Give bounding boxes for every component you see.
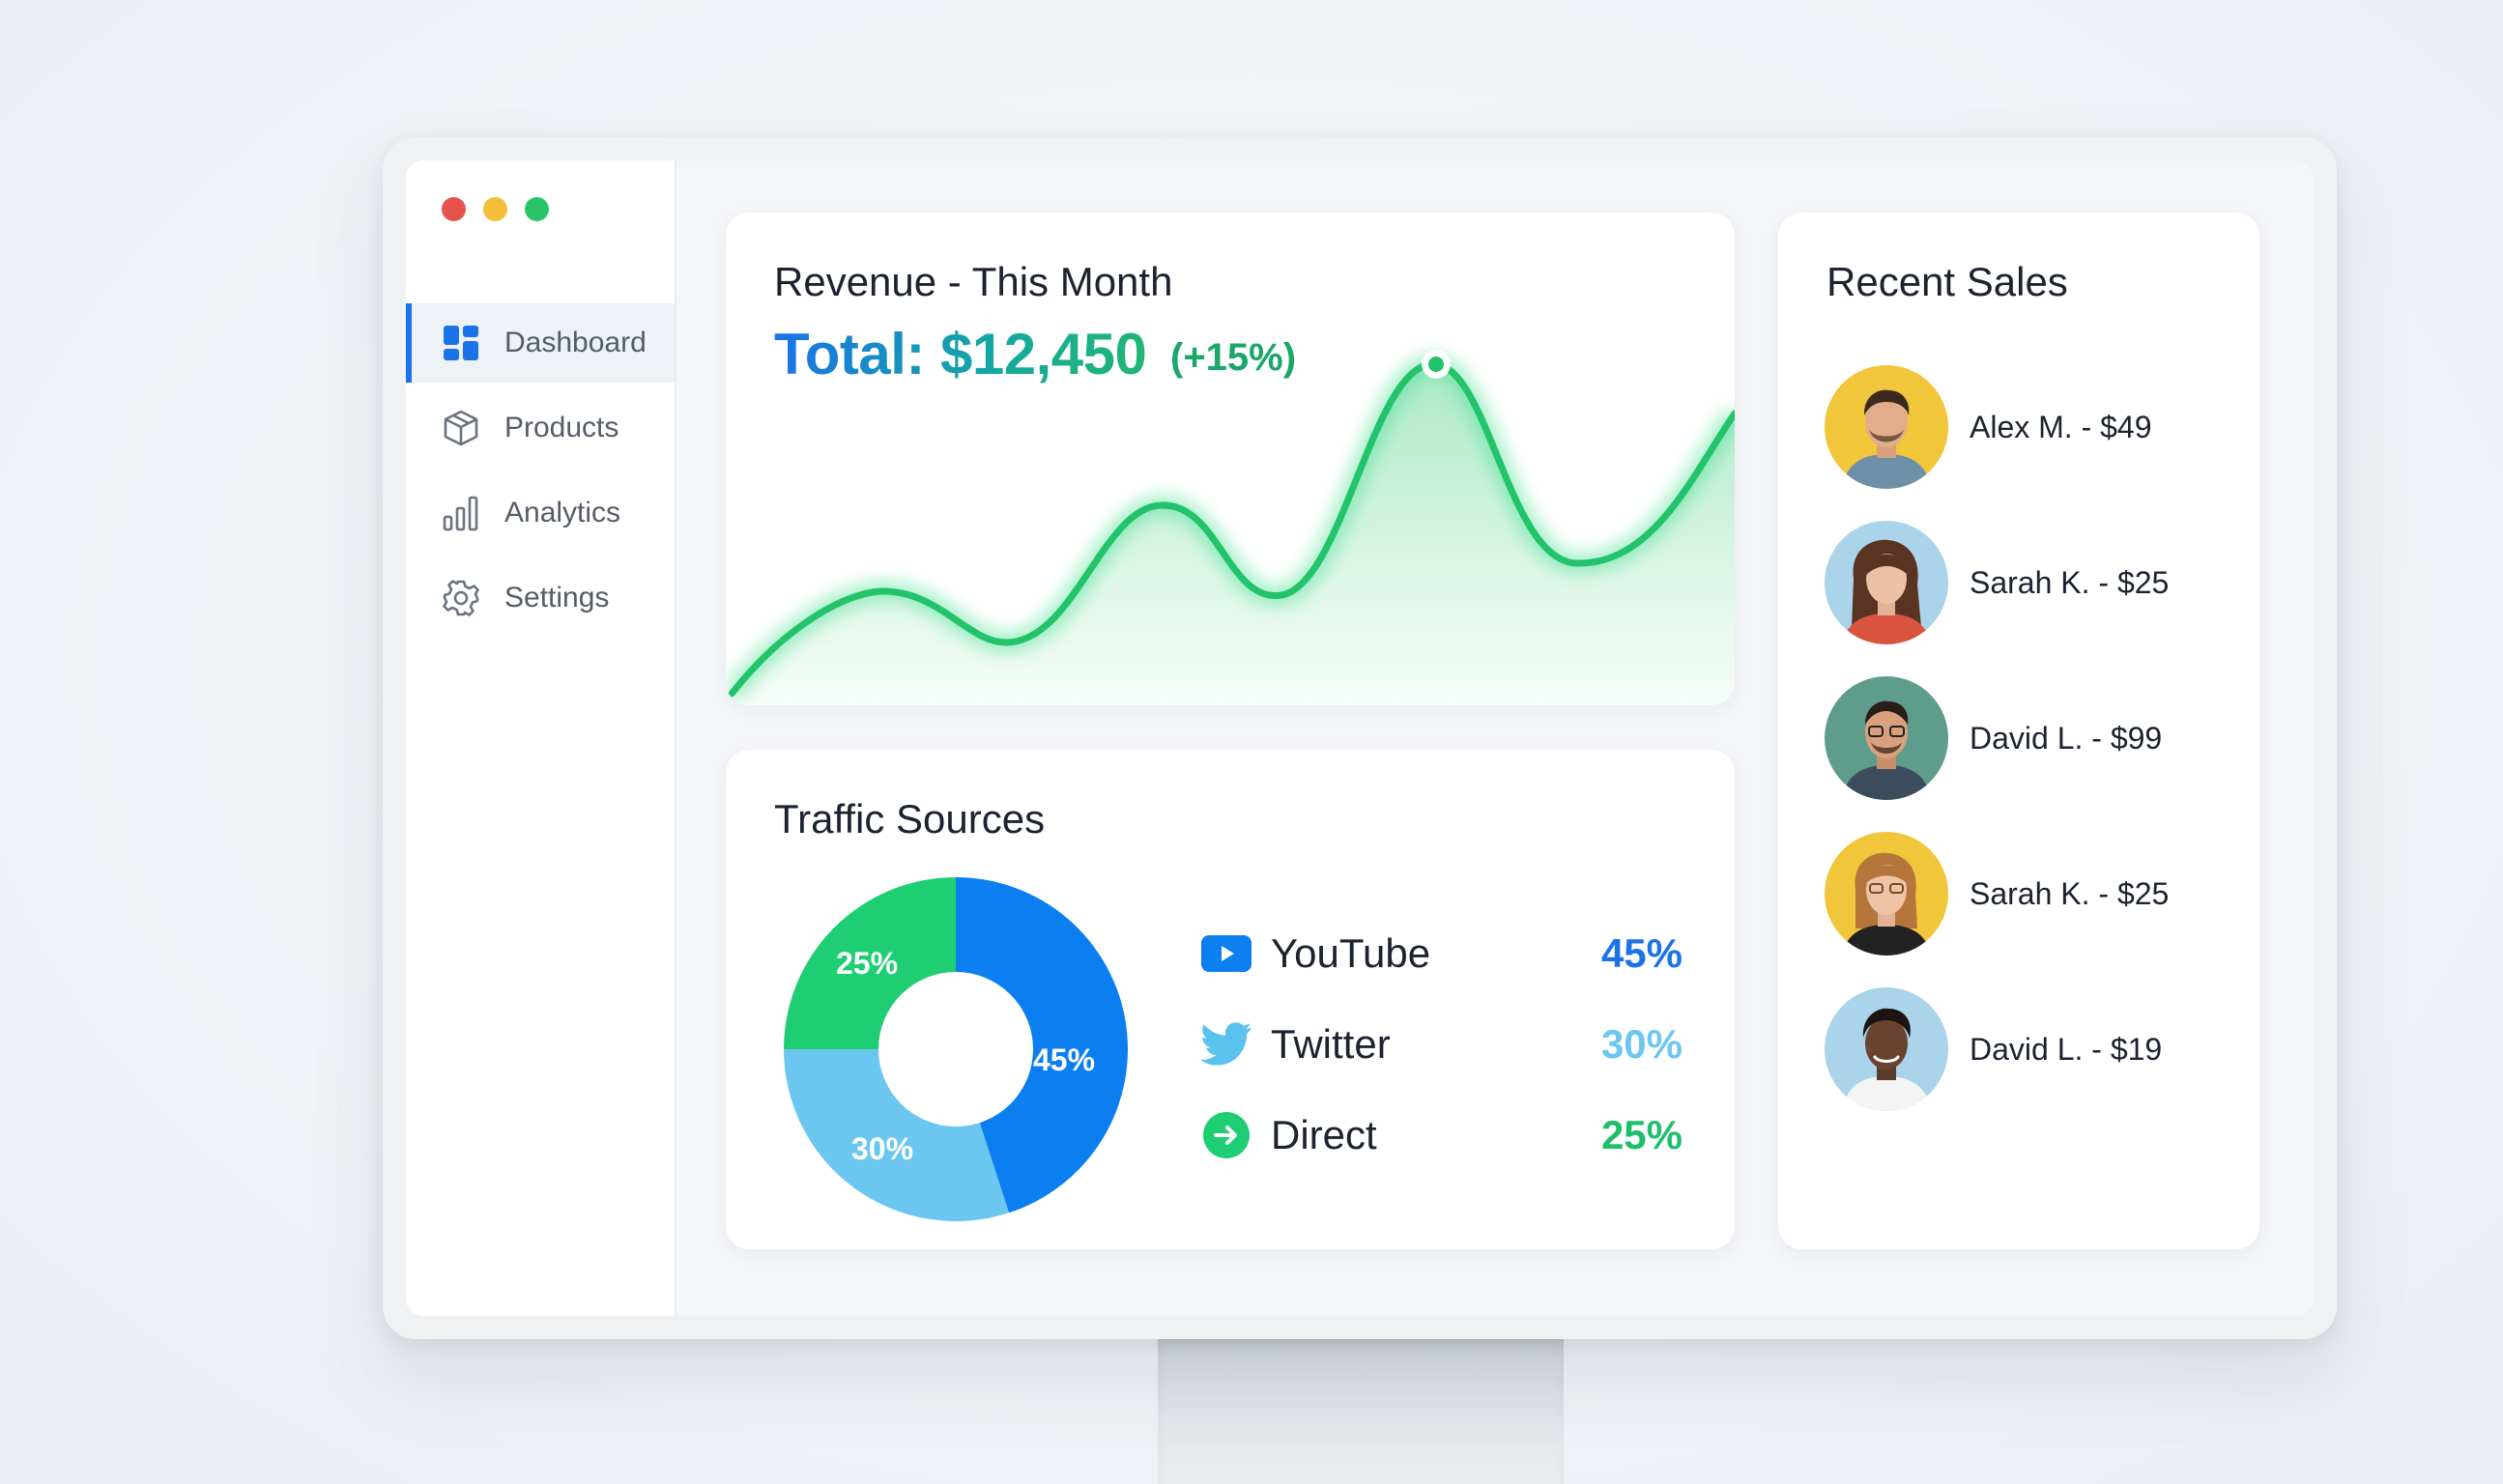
- sale-text: Alex M. - $49: [1970, 409, 2152, 444]
- legend-name: Twitter: [1271, 1021, 1391, 1067]
- legend-row-direct[interactable]: Direct 25%: [1199, 1090, 1683, 1181]
- maximize-window-button[interactable]: [525, 197, 549, 221]
- avatar: [1825, 987, 1948, 1111]
- gear-icon: [441, 578, 481, 618]
- traffic-title: Traffic Sources: [774, 796, 1046, 842]
- revenue-title: Revenue - This Month: [774, 259, 1173, 304]
- app-window: Dashboard Products: [406, 160, 2314, 1316]
- traffic-donut-chart: 45% 30% 25%: [784, 877, 1128, 1221]
- sale-text: David L. - $99: [1970, 720, 2163, 756]
- revenue-total: Total: $12,450: [774, 322, 1147, 386]
- donut-label-twitter: 30%: [851, 1131, 913, 1166]
- legend-value: 25%: [1600, 1112, 1683, 1157]
- revenue-peak-point: [1424, 353, 1448, 376]
- donut-label-direct: 25%: [836, 946, 898, 981]
- legend-value: 30%: [1600, 1021, 1683, 1067]
- avatar: [1825, 365, 1948, 489]
- direct-arrow-icon: [1199, 1108, 1253, 1162]
- traffic-sources-card: Traffic Sources 45% 30% 25%: [726, 750, 1735, 1249]
- donut-slice-youtube[interactable]: [956, 877, 1128, 1213]
- main-content: Revenue - This Month Total: $12,450 (+15…: [675, 160, 2314, 1316]
- sidebar-item-settings[interactable]: Settings: [406, 558, 675, 638]
- revenue-card: Revenue - This Month Total: $12,450 (+15…: [726, 213, 1735, 705]
- sidebar-item-label: Dashboard: [504, 327, 647, 358]
- monitor-frame: Dashboard Products: [383, 137, 2337, 1339]
- list-item[interactable]: David L. - $99: [1825, 676, 2240, 800]
- legend-row-twitter[interactable]: Twitter 30%: [1199, 999, 1683, 1090]
- box-icon: [441, 408, 481, 448]
- minimize-window-button[interactable]: [483, 197, 507, 221]
- sidebar-item-label: Analytics: [504, 497, 621, 528]
- sidebar-item-label: Settings: [504, 582, 610, 614]
- sidebar-item-analytics[interactable]: Analytics: [406, 473, 675, 553]
- revenue-line: [728, 360, 1735, 698]
- list-item[interactable]: Alex M. - $49: [1825, 365, 2240, 489]
- avatar: [1825, 676, 1948, 800]
- revenue-area: [726, 363, 1735, 705]
- donut-label-youtube: 45%: [1033, 1042, 1095, 1077]
- legend-row-youtube[interactable]: YouTube 45%: [1199, 908, 1683, 999]
- close-window-button[interactable]: [442, 197, 466, 221]
- sidebar-item-dashboard[interactable]: Dashboard: [406, 303, 675, 383]
- bar-chart-icon: [441, 493, 481, 533]
- sale-text: Sarah K. - $25: [1970, 875, 2170, 911]
- monitor-stand: [1158, 1333, 1564, 1484]
- list-item[interactable]: Sarah K. - $25: [1825, 832, 2240, 956]
- legend-value: 45%: [1600, 930, 1683, 976]
- list-item[interactable]: Sarah K. - $25: [1825, 521, 2240, 644]
- sidebar-item-label: Products: [504, 412, 619, 443]
- sidebar-nav: Dashboard Products: [406, 303, 675, 643]
- dashboard-icon: [441, 323, 481, 363]
- sale-text: Sarah K. - $25: [1970, 564, 2170, 600]
- window-controls: [442, 197, 549, 221]
- avatar: [1825, 832, 1948, 956]
- list-item[interactable]: David L. - $19: [1825, 987, 2240, 1111]
- revenue-change-badge: (+15%): [1170, 336, 1297, 379]
- sidebar: Dashboard Products: [406, 160, 676, 1316]
- legend-name: Direct: [1271, 1112, 1377, 1157]
- recent-sales-card: Recent Sales Alex M. - $49: [1778, 213, 2259, 1249]
- revenue-line-chart: [726, 350, 1735, 705]
- traffic-legend: YouTube 45% Twitter 30%: [1199, 908, 1683, 1181]
- recent-sales-list: Alex M. - $49 Sarah K. -: [1825, 365, 2240, 1143]
- avatar: [1825, 521, 1948, 644]
- sidebar-item-products[interactable]: Products: [406, 388, 675, 468]
- youtube-icon: [1199, 927, 1253, 981]
- sale-text: David L. - $19: [1970, 1031, 2163, 1067]
- donut-hole: [878, 972, 1033, 1127]
- legend-name: YouTube: [1271, 930, 1431, 976]
- twitter-icon: [1199, 1017, 1253, 1071]
- recent-sales-title: Recent Sales: [1827, 259, 2068, 304]
